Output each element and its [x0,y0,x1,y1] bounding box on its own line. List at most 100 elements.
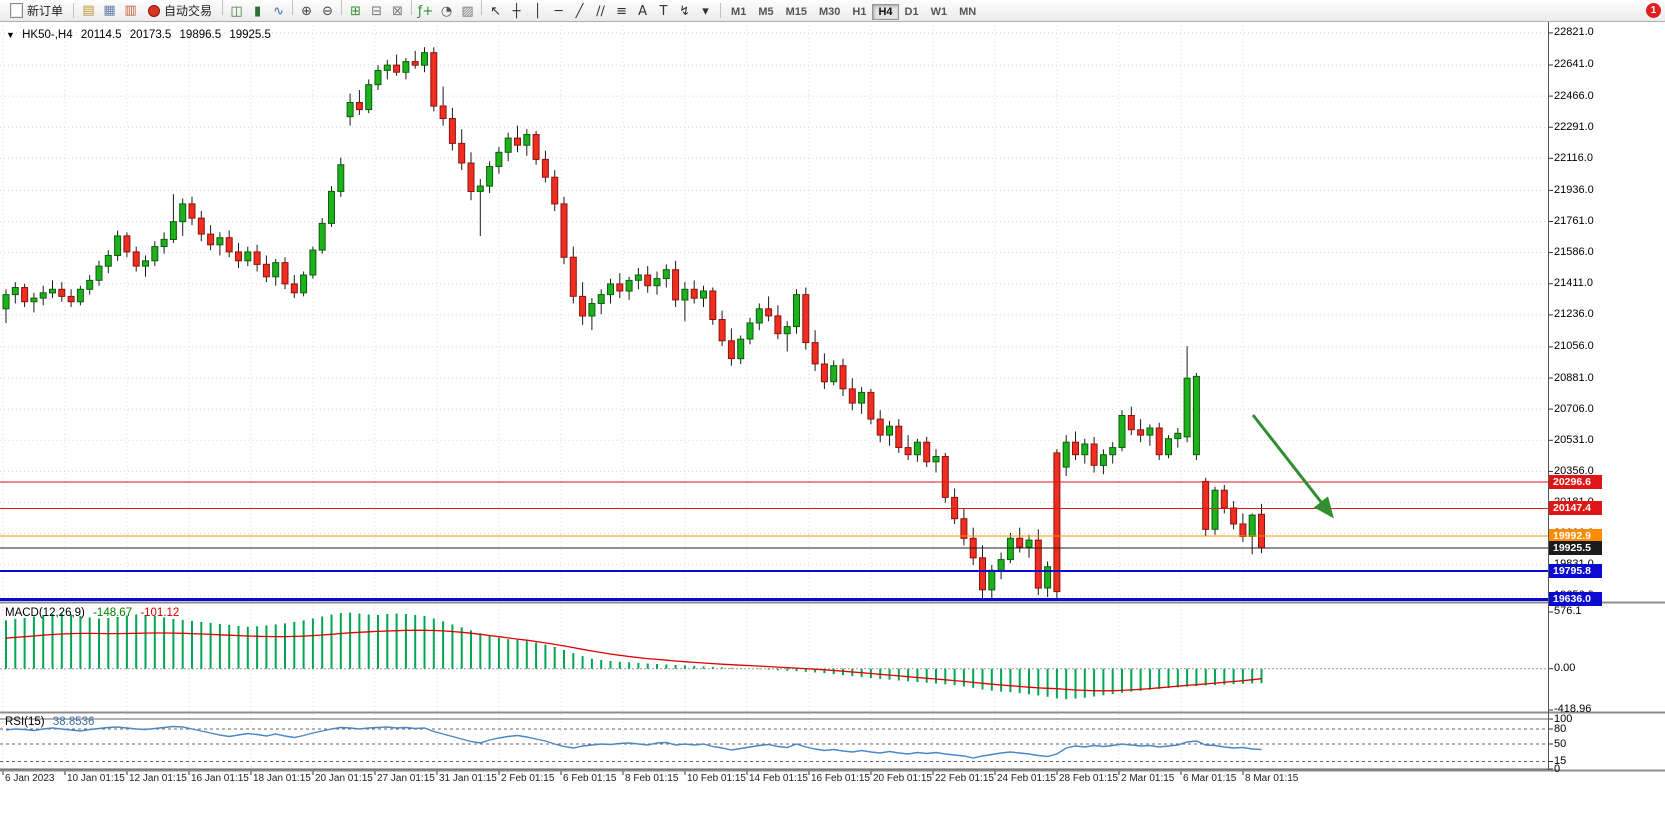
bar-chart-icon[interactable]: ◫ [226,3,247,21]
date-axis-label: 8 Mar 01:15 [1245,773,1299,784]
timeframe-button-w1[interactable]: W1 [925,4,954,20]
date-axis-label: 2 Feb 01:15 [501,773,555,784]
chart-canvas[interactable] [0,22,1665,838]
macd-scale-label: -418.96 [1554,703,1592,716]
auto-trading-button[interactable]: 自动交易 [142,1,218,20]
date-axis-label: 27 Jan 01:15 [377,773,435,784]
period-clock-icon[interactable]: ◔ [436,3,457,21]
macd-signal-value: -101.12 [140,607,180,619]
date-axis-label: 20 Feb 01:15 [873,773,932,784]
symbol-period-label: HK50-,H4 [22,29,73,41]
rsi-scale-label: 50 [1554,737,1567,750]
new-order-label: 新订单 [27,4,64,18]
date-axis-label: 2 Mar 01:15 [1121,773,1175,784]
date-axis-label: 10 Feb 01:15 [687,773,746,784]
date-axis-label: 8 Feb 01:15 [625,773,679,784]
shapes-dropdown-icon[interactable]: ▾ [695,3,716,21]
templates-icon[interactable]: ▨ [457,3,478,21]
timeframe-button-mn[interactable]: MN [953,4,982,20]
rsi-scale-label: 100 [1554,712,1573,725]
ohlc-close-value: 19925.5 [229,29,271,41]
zoom-in-icon[interactable]: ⊕ [296,3,317,21]
price-scale-label: 20706.0 [1554,402,1594,415]
price-scale-label: 20356.0 [1554,464,1594,477]
channel-icon[interactable]: ∕∕ [590,3,611,21]
line-chart-icon[interactable]: ∿ [268,3,289,21]
rsi-scale-label: 15 [1554,755,1567,767]
timeframe-button-m5[interactable]: M5 [752,4,779,20]
price-scale-label: 22821.0 [1554,26,1594,39]
price-scale-label: 20881.0 [1554,371,1594,384]
price-scale-label: 21236.0 [1554,308,1594,321]
ohlc-open-value: 20114.5 [80,29,122,41]
notification-count: 1 [1650,5,1657,16]
vertical-line-icon[interactable]: │ [527,3,548,21]
cursor-icon[interactable]: ↖ [485,3,506,21]
crosshair-icon[interactable]: ┼ [506,3,527,21]
timeframe-button-m1[interactable]: M1 [725,4,752,20]
price-scale-label: 22466.0 [1554,89,1594,102]
timeframe-button-h4[interactable]: H4 [872,3,899,20]
toolbar: 新订单 ▤ ▦ ▥ 自动交易 ◫ ▮ ∿ ⊕ ⊖ ⊞ ⊟ ⊠ ƒ+ ◔ ▨ ↖ ┼ │ ─ ╱ ∕∕ ≡ A T ↯ ▾ M1… [0,0,1665,22]
chart-profiles-icon[interactable]: ▤ [78,2,99,20]
date-axis-label: 6 Mar 01:15 [1183,773,1237,784]
chart-title: ▼ HK50-,H4 20114.5 20173.5 19896.5 19925… [6,28,276,42]
price-line-tag: 19636.0 [1549,592,1602,607]
text-icon[interactable]: A [632,3,653,21]
timeframe-button-m15[interactable]: M15 [780,4,813,20]
price-scale-label: 22291.0 [1554,120,1594,133]
price-scale-label: 21936.0 [1554,183,1594,196]
notification-icon[interactable]: 1 [1646,3,1661,18]
toolbar-separator [341,0,343,16]
navigator-icon[interactable]: ▥ [120,2,141,20]
zoom-out-icon[interactable]: ⊖ [317,3,338,21]
horizontal-line-icon[interactable]: ─ [548,3,569,21]
price-scale-label: 21586.0 [1554,246,1594,259]
candlestick-chart-icon[interactable]: ▮ [247,3,268,21]
new-order-button[interactable]: 新订单 [4,1,69,20]
trendline-icon[interactable]: ╱ [569,3,590,21]
price-line-tag: 19992.9 [1549,528,1602,543]
arrows-icon[interactable]: ↯ [674,3,695,21]
rsi-title: RSI(15) [5,716,45,728]
date-axis-label: 22 Feb 01:15 [935,773,994,784]
price-scale-label: 22116.0 [1554,151,1593,164]
date-axis-label: 6 Jan 2023 [5,773,55,784]
toolbar-separator [720,3,722,18]
market-watch-icon[interactable]: ▦ [99,2,120,20]
timeframe-button-h1[interactable]: H1 [846,4,872,20]
macd-title: MACD(12,26,9) [5,607,85,619]
price-scale-label: 21761.0 [1554,214,1594,227]
tile-windows-icon[interactable]: ⊞ [345,3,366,21]
price-scale-label: 21411.0 [1554,277,1593,290]
toolbar-separator [73,3,75,18]
fibonacci-icon[interactable]: ≡ [611,3,632,21]
macd-indicator-header: MACD(12,26,9) -148.67 -101.12 [5,606,184,620]
indicators-icon[interactable]: ƒ+ [415,3,436,21]
date-axis-label: 6 Feb 01:15 [563,773,617,784]
ohlc-low-value: 19896.5 [179,29,222,41]
arrange-windows-icon[interactable]: ⊟ [366,3,387,21]
price-scale-label: 22641.0 [1554,58,1594,71]
date-axis-label: 10 Jan 01:15 [67,773,125,784]
price-scale-label: 20531.0 [1554,433,1594,446]
price-line-tag: 20296.6 [1549,474,1602,489]
timeframe-button-m30[interactable]: M30 [813,4,846,20]
toolbar-separator [411,0,413,16]
date-axis-label: 20 Jan 01:15 [315,773,373,784]
price-line-tag: 19925.5 [1549,540,1602,555]
price-line-tag: 19795.8 [1549,564,1602,579]
rsi-indicator-header: RSI(15) 38.8536 [5,715,99,729]
auto-trading-label: 自动交易 [164,4,213,18]
date-axis-label: 31 Jan 01:15 [439,773,497,784]
date-axis-label: 14 Feb 01:15 [749,773,808,784]
toolbar-separator [481,0,483,16]
new-order-icon [10,3,23,18]
toolbar-separator [292,0,294,16]
timeframe-button-d1[interactable]: D1 [899,4,925,20]
cascade-windows-icon[interactable]: ⊠ [387,3,408,21]
one-click-trading-expander[interactable]: ▼ [6,30,15,40]
label-icon[interactable]: T [653,3,674,21]
macd-scale-label: 0.00 [1554,662,1576,675]
macd-main-value: -148.67 [93,607,133,619]
